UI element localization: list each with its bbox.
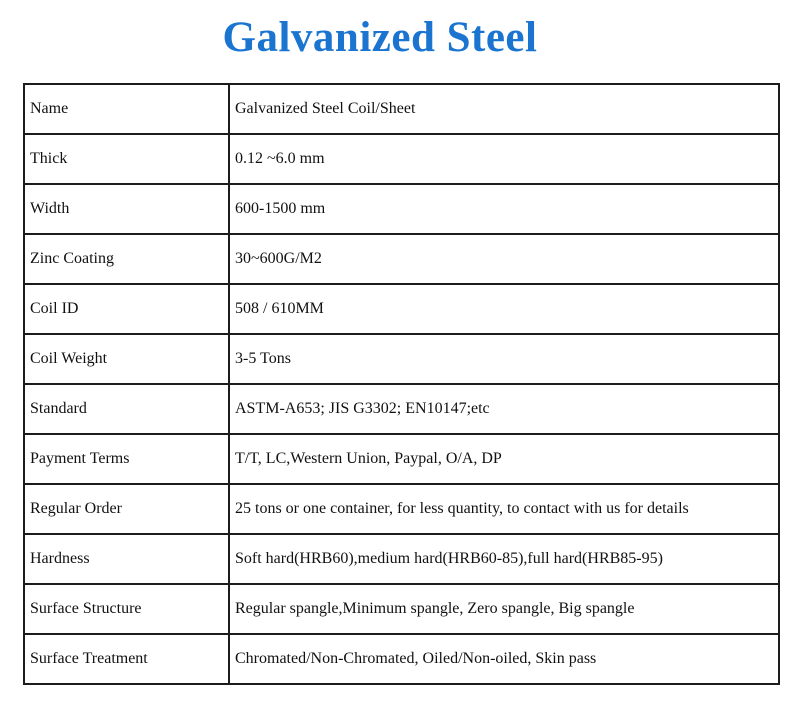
spec-label-cell: Thick — [23, 133, 230, 185]
spec-label-cell: Hardness — [23, 533, 230, 585]
table-row: Zinc Coating 30~600G/M2 — [23, 233, 780, 285]
spec-value-cell: Regular spangle,Minimum spangle, Zero sp… — [228, 583, 780, 635]
table-row: Payment Terms T/T, LC,Western Union, Pay… — [23, 433, 780, 485]
spec-value-cell: ASTM-A653; JIS G3302; EN10147;etc — [228, 383, 780, 435]
spec-table: Name Galvanized Steel Coil/Sheet Thick 0… — [23, 83, 780, 685]
spec-value-cell: 25 tons or one container, for less quant… — [228, 483, 780, 535]
spec-value-cell: 30~600G/M2 — [228, 233, 780, 285]
table-row: Coil ID 508 / 610MM — [23, 283, 780, 335]
spec-value-cell: Soft hard(HRB60),medium hard(HRB60-85),f… — [228, 533, 780, 585]
table-row: Surface Treatment Chromated/Non-Chromate… — [23, 633, 780, 685]
table-row: Standard ASTM-A653; JIS G3302; EN10147;e… — [23, 383, 780, 435]
table-row: Thick 0.12 ~6.0 mm — [23, 133, 780, 185]
spec-value-cell: T/T, LC,Western Union, Paypal, O/A, DP — [228, 433, 780, 485]
spec-value-cell: Chromated/Non-Chromated, Oiled/Non-oiled… — [228, 633, 780, 685]
table-row: Coil Weight 3-5 Tons — [23, 333, 780, 385]
spec-label-cell: Name — [23, 83, 230, 135]
table-row: Surface Structure Regular spangle,Minimu… — [23, 583, 780, 635]
spec-label-cell: Regular Order — [23, 483, 230, 535]
spec-label-cell: Coil ID — [23, 283, 230, 335]
spec-label-cell: Width — [23, 183, 230, 235]
spec-label-cell: Coil Weight — [23, 333, 230, 385]
table-row: Width 600-1500 mm — [23, 183, 780, 235]
spec-label-cell: Surface Treatment — [23, 633, 230, 685]
spec-label-cell: Surface Structure — [23, 583, 230, 635]
table-row: Name Galvanized Steel Coil/Sheet — [23, 83, 780, 135]
spec-label-cell: Zinc Coating — [23, 233, 230, 285]
page-title: Galvanized Steel — [222, 14, 538, 61]
spec-value-cell: 508 / 610MM — [228, 283, 780, 335]
table-row: Hardness Soft hard(HRB60),medium hard(HR… — [23, 533, 780, 585]
spec-value-cell: 3-5 Tons — [228, 333, 780, 385]
spec-value-cell: 600-1500 mm — [228, 183, 780, 235]
spec-value-cell: Galvanized Steel Coil/Sheet — [228, 83, 780, 135]
spec-value-cell: 0.12 ~6.0 mm — [228, 133, 780, 185]
spec-label-cell: Payment Terms — [23, 433, 230, 485]
table-row: Regular Order 25 tons or one container, … — [23, 483, 780, 535]
spec-label-cell: Standard — [23, 383, 230, 435]
